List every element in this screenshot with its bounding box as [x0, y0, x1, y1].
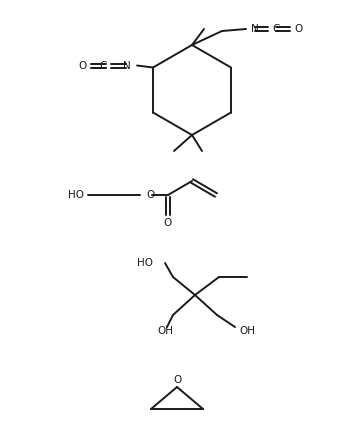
Text: C: C: [100, 61, 107, 70]
Text: O: O: [294, 24, 302, 34]
Text: O: O: [164, 218, 172, 228]
Text: OH: OH: [157, 326, 173, 336]
Text: O: O: [79, 61, 87, 70]
Text: OH: OH: [239, 326, 255, 336]
Text: N: N: [123, 61, 131, 70]
Text: HO: HO: [68, 190, 84, 200]
Text: O: O: [173, 375, 181, 385]
Text: N: N: [251, 24, 259, 34]
Text: HO: HO: [137, 258, 153, 268]
Text: C: C: [272, 24, 279, 34]
Text: O: O: [146, 190, 154, 200]
